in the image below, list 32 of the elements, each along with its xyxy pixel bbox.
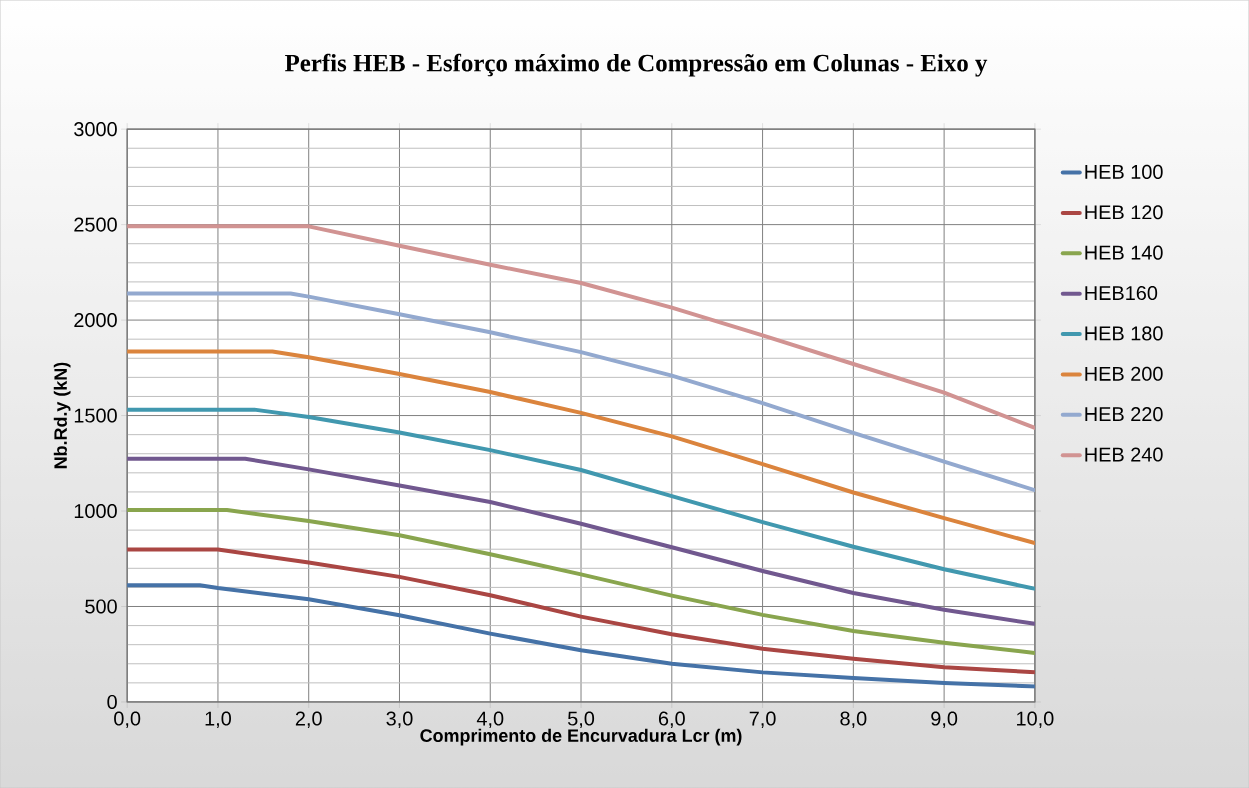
legend-label: HEB 200 xyxy=(1085,366,1163,381)
legend-label: HEB 140 xyxy=(1085,245,1163,260)
x-tick-label: 6,0 xyxy=(658,711,685,728)
legend-label: HEB 120 xyxy=(1085,205,1163,220)
y-tick-label: 2500 xyxy=(74,217,117,232)
legend-label: HEB160 xyxy=(1085,285,1158,300)
x-tick-label: 5,0 xyxy=(567,711,595,728)
y-tick-label: 2000 xyxy=(74,312,117,328)
legend-label: HEB 180 xyxy=(1085,326,1163,341)
x-tick-label: 1,0 xyxy=(205,711,231,728)
x-tick-label: 2,0 xyxy=(295,711,322,728)
line-series xyxy=(127,508,1035,655)
legend-label: HEB 240 xyxy=(1085,447,1163,462)
legend-label: HEB 100 xyxy=(1085,164,1163,179)
chart-title: Perfis HEB - Esforço máximo de Compressão em Colunas - Eixo y xyxy=(284,53,988,77)
y-tick-label: 0 xyxy=(107,694,117,709)
x-tick-label: 10,0 xyxy=(1017,711,1054,728)
x-tick-label: 3,0 xyxy=(386,711,413,728)
x-tick-label: 9,0 xyxy=(931,711,958,728)
line-series xyxy=(127,547,1035,675)
legend-label: HEB 220 xyxy=(1085,407,1163,422)
y-tick-label: 1500 xyxy=(74,408,117,423)
y-tick-label: 1000 xyxy=(74,503,117,519)
y-tick-label: 500 xyxy=(85,599,117,614)
line-series xyxy=(127,583,1035,689)
x-axis-title: Comprimento de Encurvadura Lcr (m) xyxy=(420,728,742,746)
x-tick-label: 0,0 xyxy=(114,711,141,728)
x-tick-label: 8,0 xyxy=(840,711,867,728)
y-axis-title: Nb.Rd.y (kN) xyxy=(53,362,71,469)
x-tick-label: 4,0 xyxy=(476,711,504,728)
x-tick-label: 7,0 xyxy=(749,711,776,728)
y-tick-label: 3000 xyxy=(74,122,117,137)
